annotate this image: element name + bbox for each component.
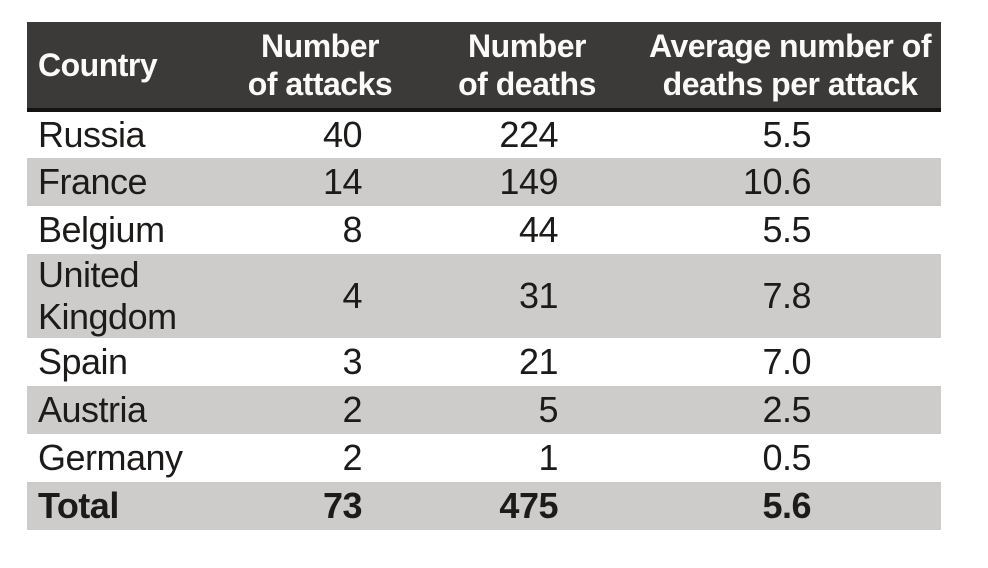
- cell-country: United Kingdom: [38, 254, 177, 337]
- cell-country: Austria: [38, 389, 147, 430]
- cell-deaths: 21: [518, 341, 559, 382]
- cell-avg-deaths: 5.5: [762, 209, 811, 250]
- cell-country: Germany: [38, 437, 183, 478]
- column-header-attacks: Number of attacks: [225, 22, 415, 112]
- cell-attacks: 14: [322, 161, 363, 202]
- column-header-label: deaths per attack: [662, 66, 918, 102]
- cell-country: Belgium: [38, 209, 165, 250]
- table-header-row: Country Number of attacks Number of deat…: [27, 22, 941, 112]
- column-header-avg-deaths: Average number of deaths per attack: [639, 22, 941, 112]
- cell-attacks: 40: [322, 114, 363, 155]
- cell-deaths: 149: [499, 161, 558, 202]
- cell-deaths: 1: [538, 437, 558, 478]
- cell-avg-deaths: 0.5: [762, 437, 811, 478]
- cell-deaths: 44: [518, 209, 559, 250]
- table-row: Germany 2 1 0.5: [27, 434, 941, 482]
- cell-attacks: 2: [342, 437, 362, 478]
- cell-country: France: [38, 161, 148, 202]
- cell-attacks: 4: [342, 275, 362, 316]
- cell-attacks: 3: [342, 341, 362, 382]
- cell-avg-deaths: 7.8: [762, 275, 811, 316]
- cell-deaths: 224: [499, 114, 558, 155]
- table-row: Belgium 8 44 5.5: [27, 206, 941, 254]
- cell-attacks: 2: [342, 389, 362, 430]
- column-header-label: of attacks: [247, 66, 393, 102]
- column-header-label: of deaths: [458, 66, 596, 102]
- column-header-label: Number: [261, 28, 379, 64]
- cell-country: Spain: [38, 341, 128, 382]
- table-row: United Kingdom 4 31 7.8: [27, 254, 941, 338]
- table-row: Austria 2 5 2.5: [27, 386, 941, 434]
- cell-total-label: Total: [38, 485, 119, 526]
- column-header-country: Country: [27, 22, 225, 112]
- cell-avg-deaths: 7.0: [762, 341, 811, 382]
- cell-total-attacks: 73: [322, 485, 363, 526]
- column-header-deaths: Number of deaths: [415, 22, 639, 112]
- cell-avg-deaths: 5.5: [762, 114, 811, 155]
- cell-deaths: 5: [538, 389, 558, 430]
- cell-deaths: 31: [518, 275, 559, 316]
- column-header-label: Number: [468, 28, 586, 64]
- cell-total-deaths: 475: [499, 485, 558, 526]
- table-row: Spain 3 21 7.0: [27, 338, 941, 386]
- cell-avg-deaths: 2.5: [762, 389, 811, 430]
- attacks-deaths-table: Country Number of attacks Number of deat…: [27, 22, 941, 530]
- column-header-label: Country: [38, 47, 158, 83]
- column-header-label: Average number of: [649, 28, 931, 64]
- table-row: Russia 40 224 5.5: [27, 110, 941, 158]
- cell-attacks: 8: [342, 209, 362, 250]
- table-row: France 14 149 10.6: [27, 158, 941, 206]
- cell-total-avg-deaths: 5.6: [762, 485, 811, 526]
- cell-avg-deaths: 10.6: [742, 161, 812, 202]
- table-total-row: Total 73 475 5.6: [27, 482, 941, 530]
- cell-country: Russia: [38, 114, 146, 155]
